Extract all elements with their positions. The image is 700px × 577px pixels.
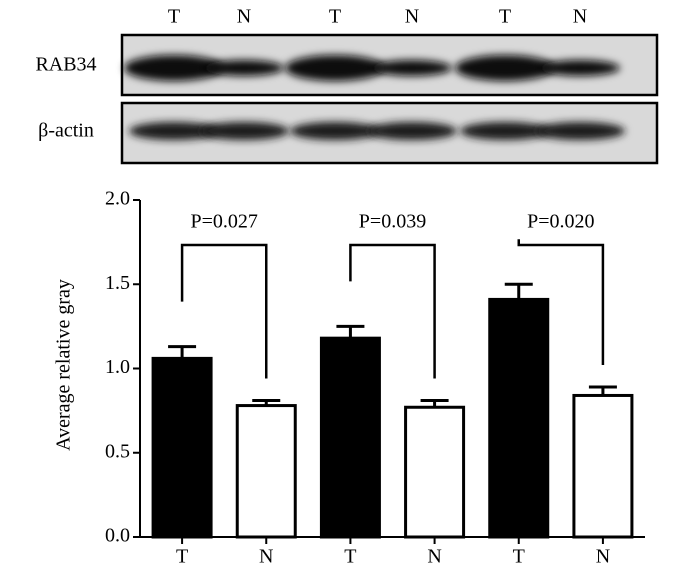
x-tick-label: N bbox=[596, 546, 610, 568]
x-tick-label: N bbox=[427, 546, 441, 568]
band bbox=[460, 122, 550, 140]
band bbox=[199, 122, 289, 140]
y-tick-label: 0.0 bbox=[105, 525, 130, 547]
y-axis-label: Average relative gray bbox=[53, 279, 75, 451]
band bbox=[129, 122, 219, 140]
lane-label: N bbox=[405, 6, 419, 28]
x-tick-label: T bbox=[344, 546, 356, 568]
band bbox=[290, 122, 380, 140]
band bbox=[455, 55, 555, 81]
bar bbox=[488, 297, 550, 539]
bar bbox=[151, 356, 213, 539]
significance-bracket bbox=[180, 243, 268, 379]
band bbox=[204, 60, 284, 76]
y-tick-label: 2.0 bbox=[105, 188, 130, 210]
p-value: P=0.020 bbox=[527, 211, 594, 233]
lane-label: T bbox=[168, 6, 180, 28]
band bbox=[540, 60, 620, 76]
y-tick-label: 0.5 bbox=[105, 440, 130, 462]
blot-row-label: β-actin bbox=[38, 120, 94, 142]
y-tick-label: 1.5 bbox=[105, 272, 130, 294]
lane-label: N bbox=[237, 6, 251, 28]
band bbox=[124, 55, 224, 81]
p-value: P=0.039 bbox=[359, 211, 426, 233]
significance-bracket bbox=[349, 243, 436, 379]
x-tick-label: T bbox=[513, 546, 525, 568]
lane-label: N bbox=[573, 6, 587, 28]
band bbox=[367, 122, 457, 140]
y-tick-label: 1.0 bbox=[105, 356, 130, 378]
bar bbox=[404, 405, 466, 539]
lane-label: T bbox=[499, 6, 511, 28]
band bbox=[285, 55, 385, 81]
bar bbox=[235, 404, 297, 539]
band bbox=[372, 60, 452, 76]
significance-bracket bbox=[517, 239, 605, 366]
x-tick-label: T bbox=[176, 546, 188, 568]
lane-label: T bbox=[329, 6, 341, 28]
bar bbox=[319, 336, 381, 539]
p-value: P=0.027 bbox=[190, 211, 257, 233]
bar bbox=[572, 393, 634, 539]
blot-row-label: RAB34 bbox=[35, 54, 96, 76]
band bbox=[535, 122, 625, 140]
x-tick-label: N bbox=[259, 546, 273, 568]
